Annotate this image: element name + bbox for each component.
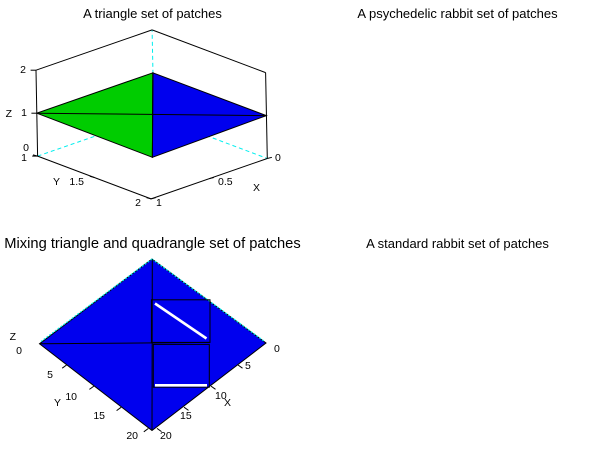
svg-text:1: 1 (21, 107, 27, 119)
svg-text:15: 15 (93, 410, 105, 422)
svg-text:0.5: 0.5 (218, 176, 233, 188)
svg-text:Y: Y (54, 397, 61, 409)
svg-text:20: 20 (160, 430, 172, 442)
svg-text:5: 5 (245, 360, 251, 372)
svg-text:Z: Z (10, 331, 17, 343)
svg-text:0: 0 (16, 345, 22, 357)
svg-text:Y: Y (53, 176, 60, 188)
svg-text:1.5: 1.5 (69, 176, 84, 188)
svg-text:0: 0 (275, 152, 281, 164)
svg-text:15: 15 (180, 410, 192, 422)
svg-text:1: 1 (21, 152, 27, 164)
svg-text:1: 1 (156, 197, 162, 209)
svg-text:0: 0 (274, 343, 280, 355)
svg-text:10: 10 (65, 391, 77, 403)
svg-text:5: 5 (47, 369, 53, 381)
svg-text:2: 2 (135, 197, 141, 209)
svg-text:Z: Z (6, 108, 13, 120)
svg-text:20: 20 (126, 430, 138, 442)
svg-text:X: X (224, 397, 231, 409)
svg-text:X: X (253, 182, 260, 194)
svg-text:2: 2 (20, 64, 26, 76)
